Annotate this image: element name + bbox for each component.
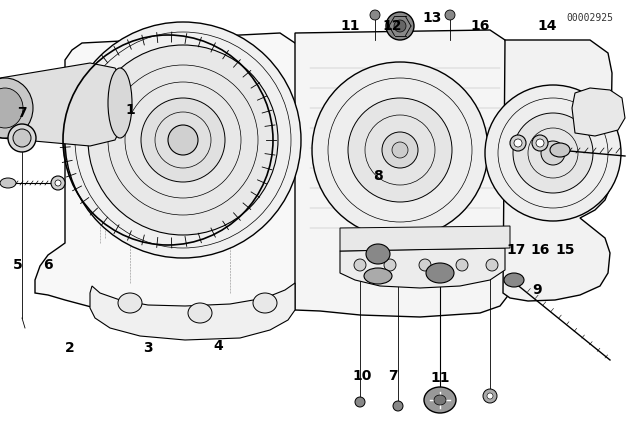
Ellipse shape bbox=[393, 401, 403, 411]
Ellipse shape bbox=[487, 393, 493, 399]
Ellipse shape bbox=[532, 135, 548, 151]
Ellipse shape bbox=[456, 259, 468, 271]
Ellipse shape bbox=[0, 88, 23, 128]
Text: 3: 3 bbox=[143, 341, 153, 355]
Ellipse shape bbox=[364, 268, 392, 284]
Polygon shape bbox=[572, 88, 625, 136]
Text: 14: 14 bbox=[537, 19, 557, 33]
Ellipse shape bbox=[445, 10, 455, 20]
Text: 13: 13 bbox=[422, 11, 442, 25]
Ellipse shape bbox=[434, 395, 446, 405]
Text: 16: 16 bbox=[531, 243, 550, 257]
Ellipse shape bbox=[355, 397, 365, 407]
Text: 7: 7 bbox=[388, 369, 398, 383]
Ellipse shape bbox=[8, 124, 36, 152]
Ellipse shape bbox=[366, 244, 390, 264]
Ellipse shape bbox=[348, 98, 452, 202]
Text: 7: 7 bbox=[17, 106, 27, 120]
Ellipse shape bbox=[504, 273, 524, 287]
Ellipse shape bbox=[550, 143, 570, 157]
Ellipse shape bbox=[188, 303, 212, 323]
Text: 1: 1 bbox=[125, 103, 135, 117]
Ellipse shape bbox=[0, 78, 33, 138]
Text: 11: 11 bbox=[340, 19, 360, 33]
Ellipse shape bbox=[312, 62, 488, 238]
Polygon shape bbox=[340, 248, 505, 288]
Ellipse shape bbox=[253, 293, 277, 313]
Polygon shape bbox=[0, 63, 120, 146]
Polygon shape bbox=[295, 30, 510, 317]
Text: 6: 6 bbox=[43, 258, 53, 272]
Ellipse shape bbox=[141, 98, 225, 182]
Ellipse shape bbox=[514, 139, 522, 147]
Ellipse shape bbox=[486, 259, 498, 271]
Text: 11: 11 bbox=[430, 371, 450, 385]
Ellipse shape bbox=[386, 12, 414, 40]
Ellipse shape bbox=[541, 141, 565, 165]
Ellipse shape bbox=[485, 85, 621, 221]
Ellipse shape bbox=[108, 68, 132, 138]
Ellipse shape bbox=[118, 293, 142, 313]
Text: 2: 2 bbox=[65, 341, 75, 355]
Ellipse shape bbox=[55, 180, 61, 186]
Ellipse shape bbox=[392, 142, 408, 158]
Ellipse shape bbox=[510, 135, 526, 151]
Ellipse shape bbox=[370, 10, 380, 20]
Ellipse shape bbox=[424, 387, 456, 413]
Ellipse shape bbox=[65, 22, 301, 258]
Text: 17: 17 bbox=[506, 243, 525, 257]
Ellipse shape bbox=[419, 259, 431, 271]
Text: 15: 15 bbox=[556, 243, 575, 257]
Text: 8: 8 bbox=[373, 169, 383, 183]
Text: 16: 16 bbox=[470, 19, 490, 33]
Ellipse shape bbox=[51, 176, 65, 190]
Ellipse shape bbox=[13, 129, 31, 147]
Text: 9: 9 bbox=[532, 283, 542, 297]
Ellipse shape bbox=[513, 113, 593, 193]
Text: 5: 5 bbox=[13, 258, 23, 272]
Text: 4: 4 bbox=[213, 339, 223, 353]
Polygon shape bbox=[340, 226, 510, 251]
Ellipse shape bbox=[168, 125, 198, 155]
Ellipse shape bbox=[0, 178, 16, 188]
Ellipse shape bbox=[384, 259, 396, 271]
Polygon shape bbox=[90, 283, 295, 340]
Ellipse shape bbox=[354, 259, 366, 271]
Polygon shape bbox=[503, 40, 612, 301]
Ellipse shape bbox=[382, 132, 418, 168]
Text: 12: 12 bbox=[382, 19, 402, 33]
Polygon shape bbox=[35, 33, 302, 318]
Ellipse shape bbox=[536, 139, 544, 147]
Text: 00002925: 00002925 bbox=[566, 13, 614, 23]
Ellipse shape bbox=[426, 263, 454, 283]
Ellipse shape bbox=[394, 20, 406, 32]
Ellipse shape bbox=[483, 389, 497, 403]
Ellipse shape bbox=[88, 45, 278, 235]
Text: 10: 10 bbox=[352, 369, 372, 383]
